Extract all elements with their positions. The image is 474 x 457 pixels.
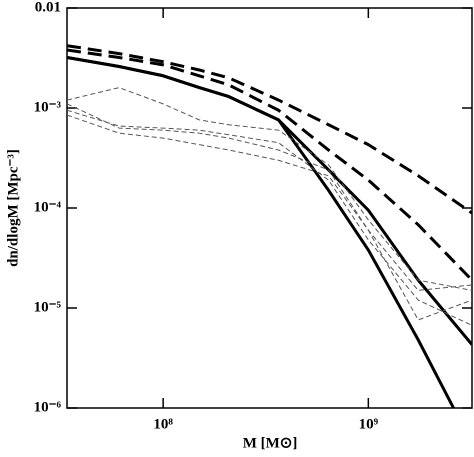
series-line <box>67 48 472 282</box>
y-axis-label: dn/dlogM [Mpc⁻³] <box>5 149 21 267</box>
y-tick-label: 0.01 <box>35 0 61 15</box>
y-tick-label: 10⁻³ <box>34 99 62 115</box>
series-line <box>67 56 472 346</box>
y-tick-label: 10⁻⁶ <box>34 399 62 415</box>
series-line <box>67 109 472 326</box>
series-line <box>67 56 456 408</box>
series-line <box>67 103 472 291</box>
series-line <box>67 87 472 291</box>
y-tick-label: 10⁻⁵ <box>34 299 62 315</box>
plot-area <box>67 44 472 408</box>
series-line <box>67 44 472 215</box>
x-tick-label: 10⁹ <box>359 416 379 432</box>
x-axis-label: M [M⊙] <box>243 435 298 451</box>
y-tick-label: 10⁻⁴ <box>34 199 62 215</box>
series-line <box>67 114 472 321</box>
x-tick-label: 10⁸ <box>153 416 173 432</box>
